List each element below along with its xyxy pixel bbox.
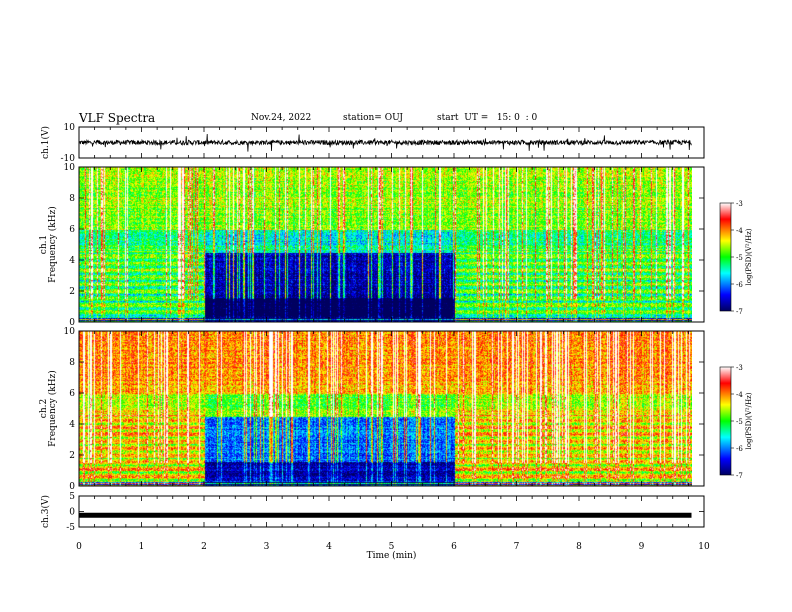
x-tick-label: 4 (326, 542, 332, 552)
spectrogram-ch1-colorbar (719, 202, 732, 312)
spectrogram-ch1-colorbar-tick-label: -6 (736, 281, 743, 289)
spectrogram-ch1-image (79, 167, 692, 322)
spectrogram-ch1-ytick-label: 2 (69, 287, 75, 297)
waveform-ch1-ylabel-1: ch.1(V) (40, 126, 51, 159)
spectrogram-ch2-ytick-label: 6 (69, 389, 75, 399)
x-tick-label: 10 (698, 542, 710, 552)
spectrogram-ch2-ytick-label: 2 (69, 451, 75, 461)
spectrogram-ch2-colorbar-tick-label: -7 (736, 472, 743, 480)
spectrogram-ch2-ylabel-2: Frequency (kHz) (47, 370, 58, 447)
x-tick-label: 1 (139, 542, 145, 552)
spectrogram-ch2-ytick-label: 0 (69, 482, 75, 492)
spectrogram-ch1-ytick-label: 10 (64, 163, 76, 173)
x-tick-label: 8 (576, 542, 582, 552)
waveform-ch3-ytick-label: -5 (66, 523, 75, 533)
spectrogram-ch1-colorbar-tick-label: -5 (736, 254, 743, 262)
spectrogram-ch1-ytick-label: 6 (69, 225, 75, 235)
waveform-ch1-ytick-label: 10 (64, 123, 76, 133)
x-tick-label: 0 (76, 542, 82, 552)
x-tick-label: 7 (514, 542, 520, 552)
spectrogram-ch2-image (79, 331, 692, 486)
waveform-ch3-ylabel-1: ch.3(V) (40, 495, 51, 528)
waveform-ch3-ytick-label: 0 (69, 508, 75, 518)
x-tick-label: 3 (264, 542, 270, 552)
x-axis-label: Time (min) (367, 550, 417, 561)
spectrogram-ch2-ytick-label: 8 (69, 358, 75, 368)
spectrogram-ch2-colorbar-label: log(PSD)(V²/Hz) (745, 392, 753, 449)
waveform-ch3-ytick-label: 5 (69, 492, 75, 502)
spectrogram-ch2-colorbar-tick-label: -6 (736, 445, 743, 453)
spectrogram-ch1-ylabel-1: ch.1 (39, 235, 49, 254)
spectrogram-ch1-colorbar-tick-label: -4 (736, 227, 743, 235)
spectrogram-ch1-colorbar-tick-label: -7 (736, 308, 743, 316)
waveform-ch1-trace (78, 133, 692, 152)
spectrogram-ch1-ytick-label: 0 (69, 318, 75, 328)
header-date: Nov.24, 2022 (251, 113, 312, 123)
header-start-ut: start UT = 15: 0 : 0 (437, 113, 538, 123)
spectrogram-ch2-ylabel-1: ch.2 (39, 399, 49, 418)
spectrogram-ch2-ytick-label: 4 (69, 420, 75, 430)
spectrogram-ch2-colorbar-tick-label: -3 (736, 364, 743, 372)
x-tick-label: 2 (201, 542, 207, 552)
spectrogram-ch1-colorbar-tick-label: -3 (736, 200, 743, 208)
figure-title: VLF Spectra (79, 111, 156, 125)
spectrogram-ch2-colorbar-tick-label: -5 (736, 418, 743, 426)
x-tick-label: 6 (451, 542, 457, 552)
spectrogram-ch1-ylabel-2: Frequency (kHz) (47, 206, 58, 283)
spectrogram-ch2-colorbar-tick-label: -4 (736, 391, 743, 399)
spectrogram-ch1-ytick-label: 8 (69, 194, 75, 204)
spectrogram-ch1-colorbar-label: log(PSD)(V²/Hz) (745, 228, 753, 285)
x-tick-label: 5 (389, 542, 395, 552)
spectrogram-ch2-ytick-label: 10 (64, 327, 76, 337)
spectrogram-ch2-colorbar (719, 366, 732, 476)
header-station: station= OUJ (343, 113, 404, 123)
spectrogram-ch1-ytick-label: 4 (69, 256, 75, 266)
waveform-ch1-ytick-label: -10 (61, 154, 76, 164)
x-tick-label: 9 (639, 542, 645, 552)
